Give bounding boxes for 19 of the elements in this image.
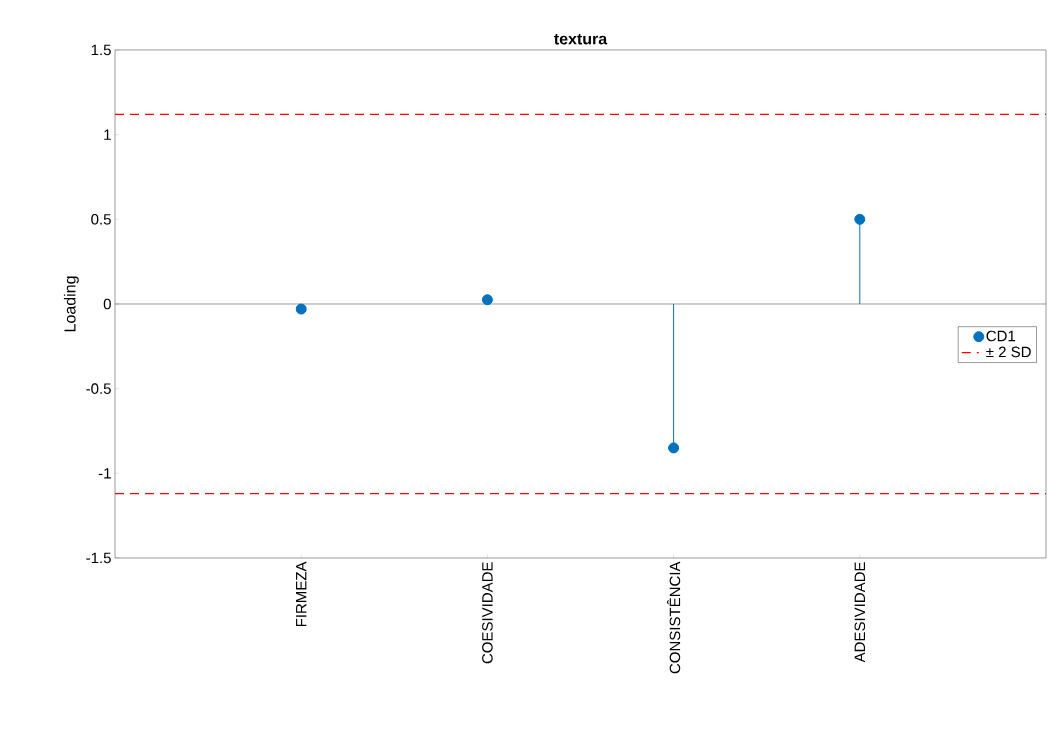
y-tick-label: 0.5 <box>91 214 111 225</box>
point <box>295 303 307 315</box>
x-tick-label: COESIVIDADE <box>482 562 493 664</box>
y-tick-label: -1.5 <box>86 552 111 564</box>
y-tick-label: 0 <box>103 298 111 310</box>
y-tick-label: -0.5 <box>86 383 111 394</box>
point <box>668 442 680 454</box>
y-tick-label: 1 <box>104 129 111 140</box>
chart-title: textura <box>554 33 608 45</box>
point <box>854 213 866 225</box>
y-axis-title: Loading <box>63 276 79 332</box>
y-tick-label: -1 <box>98 468 111 479</box>
y-tick-label: 1.5 <box>91 44 111 56</box>
x-tick-label: ADESIVIDADE <box>854 562 866 663</box>
x-tick-label: FIRMEZA <box>296 561 307 627</box>
point <box>481 294 493 306</box>
legend-label: ± 2 SD <box>986 346 1031 358</box>
x-tick-label: CONSISTÊNCIA <box>666 561 681 674</box>
legend-label: CD1 <box>986 330 1016 342</box>
